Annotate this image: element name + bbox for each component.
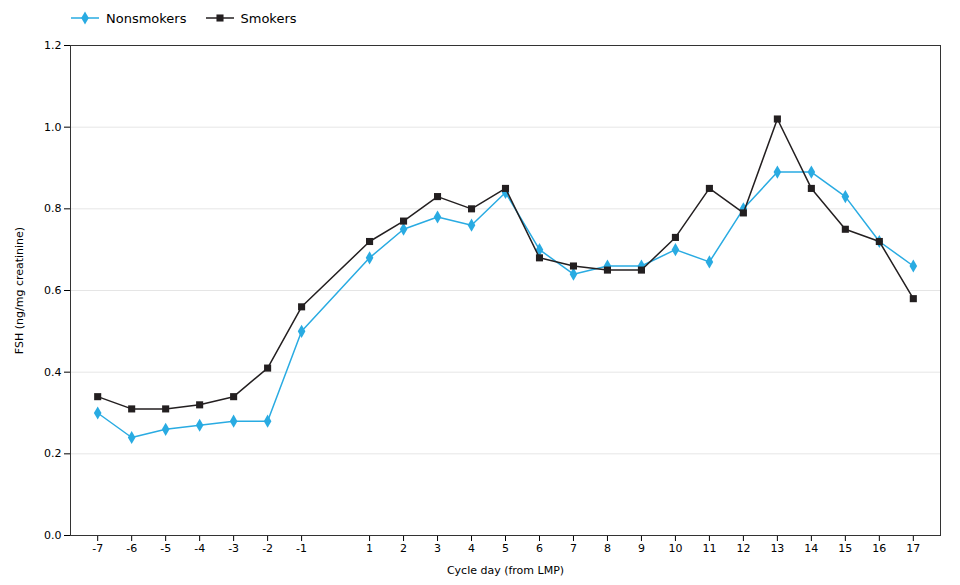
- svg-text:10: 10: [668, 542, 682, 555]
- svg-text:3: 3: [434, 542, 441, 555]
- svg-text:15: 15: [838, 542, 852, 555]
- svg-text:0.6: 0.6: [44, 284, 62, 297]
- svg-text:-2: -2: [262, 542, 273, 555]
- svg-text:-3: -3: [228, 542, 239, 555]
- html-text:Nonsmokers: Nonsmokers: [106, 10, 187, 26]
- svg-text:5: 5: [502, 542, 509, 555]
- svg-text:0.8: 0.8: [44, 202, 62, 215]
- svg-text:0.4: 0.4: [44, 366, 62, 379]
- svg-text:-6: -6: [126, 542, 137, 555]
- svg-text:7: 7: [570, 542, 577, 555]
- svg-text:4: 4: [468, 542, 475, 555]
- svg-text:8: 8: [604, 542, 611, 555]
- svg-text:1: 1: [366, 542, 373, 555]
- svg-text:0.2: 0.2: [44, 447, 62, 460]
- svg-text:9: 9: [638, 542, 645, 555]
- svg-text:-1: -1: [296, 542, 307, 555]
- svg-text:17: 17: [906, 542, 920, 555]
- svg-text:16: 16: [872, 542, 886, 555]
- svg-text:1.0: 1.0: [44, 121, 62, 134]
- svg-text:-4: -4: [194, 542, 205, 555]
- svg-text:-7: -7: [92, 542, 103, 555]
- svg-text:Cycle day (from LMP): Cycle day (from LMP): [447, 564, 564, 577]
- svg-text:13: 13: [770, 542, 784, 555]
- svg-text:14: 14: [804, 542, 818, 555]
- svg-text:1.2: 1.2: [44, 39, 62, 52]
- svg-text:FSH (ng/mg creatinine): FSH (ng/mg creatinine): [13, 227, 26, 354]
- svg-text:2: 2: [400, 542, 407, 555]
- svg-text:0.0: 0.0: [44, 529, 62, 542]
- svg-text:6: 6: [536, 542, 543, 555]
- html-text:Smokers: Smokers: [240, 10, 297, 26]
- svg-text:-5: -5: [160, 542, 171, 555]
- svg-text:11: 11: [702, 542, 716, 555]
- svg-text:12: 12: [736, 542, 750, 555]
